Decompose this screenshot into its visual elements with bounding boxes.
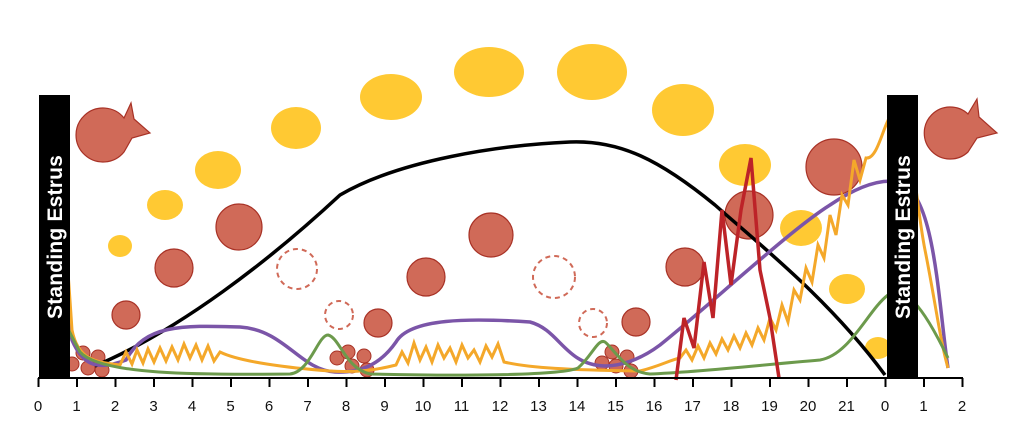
follicle bbox=[154, 248, 194, 288]
axis-tick-label: 13 bbox=[530, 398, 547, 415]
atretic-follicle-group bbox=[276, 248, 608, 338]
ovulating-follicle-right bbox=[923, 97, 999, 160]
atretic-follicle bbox=[532, 255, 576, 299]
day-axis: 0 1 2 3 4 5 6 7 8 9 10 11 12 13 14 15 16 17 18 19 20 21 0 1 2 bbox=[34, 377, 966, 415]
follicle bbox=[363, 308, 393, 338]
axis-tick-label: 21 bbox=[838, 398, 855, 415]
corpus-luteum bbox=[147, 190, 183, 220]
follicle bbox=[724, 190, 774, 240]
ovulating-follicle-left bbox=[75, 101, 152, 163]
follicle bbox=[215, 203, 263, 251]
corpus-luteum bbox=[454, 47, 524, 97]
axis-tick-label: 0 bbox=[34, 398, 42, 415]
corpus-luteum bbox=[195, 151, 241, 189]
follicle bbox=[665, 247, 705, 287]
axis-tick-label: 9 bbox=[380, 398, 388, 415]
axis-tick-labels: 0 1 2 3 4 5 6 7 8 9 10 11 12 13 14 15 16 17 18 19 20 21 0 1 2 bbox=[34, 398, 966, 415]
follicle bbox=[406, 257, 446, 297]
band-label: Standing Estrus bbox=[44, 155, 67, 319]
follicle bbox=[468, 212, 514, 258]
axis-tick-label: 11 bbox=[454, 398, 470, 415]
atretic-follicle bbox=[324, 300, 354, 330]
follicle-group bbox=[111, 138, 863, 338]
axis-tick-label: 3 bbox=[149, 398, 157, 415]
corpus-luteum bbox=[557, 44, 627, 100]
axis-tick-label: 16 bbox=[646, 398, 663, 415]
standing-estrus-band-left: Standing Estrus bbox=[39, 95, 70, 378]
axis-tick-label: 2 bbox=[111, 398, 119, 415]
progesterone-curve bbox=[94, 140, 887, 377]
axis-tick-label: 1 bbox=[72, 398, 80, 415]
corpus-luteum bbox=[271, 107, 321, 149]
axis-tick-label: 20 bbox=[800, 398, 817, 415]
band-fill bbox=[39, 95, 70, 378]
standing-estrus-band-right: Standing Estrus bbox=[887, 95, 918, 378]
axis-tick-label: 7 bbox=[303, 398, 311, 415]
axis-tick-label: 4 bbox=[188, 398, 196, 415]
axis-tick-label: 8 bbox=[342, 398, 350, 415]
axis-tick-label: 10 bbox=[415, 398, 432, 415]
axis-ticks bbox=[37, 378, 964, 387]
follicle bbox=[621, 307, 651, 337]
corpus-luteum bbox=[829, 274, 865, 304]
follicle bbox=[111, 300, 141, 330]
axis-tick-label: 12 bbox=[492, 398, 509, 415]
corpus-luteum-group bbox=[108, 44, 891, 359]
small-follicle bbox=[594, 355, 610, 371]
atretic-follicle bbox=[276, 248, 318, 290]
axis-tick-label: 5 bbox=[226, 398, 234, 415]
axis-tick-label: 14 bbox=[569, 398, 586, 415]
axis-tick-label: 17 bbox=[684, 398, 701, 415]
corpus-luteum bbox=[108, 235, 132, 257]
corpus-luteum bbox=[652, 84, 714, 136]
corpus-luteum bbox=[360, 74, 422, 120]
corpus-luteum bbox=[865, 337, 891, 359]
axis-tick-label: 18 bbox=[723, 398, 740, 415]
corpus-luteum bbox=[719, 144, 771, 186]
axis-tick-label: 1 bbox=[919, 398, 927, 415]
ovulation-group bbox=[75, 97, 999, 163]
small-follicle bbox=[356, 348, 372, 364]
atretic-follicle bbox=[578, 308, 608, 338]
lh-surge-curve bbox=[674, 157, 781, 381]
axis-tick-label: 6 bbox=[265, 398, 273, 415]
axis-tick-label: 0 bbox=[881, 398, 889, 415]
band-label: Standing Estrus bbox=[892, 155, 915, 319]
axis-tick-label: 2 bbox=[958, 398, 966, 415]
band-fill bbox=[887, 95, 918, 378]
axis-tick-label: 15 bbox=[607, 398, 624, 415]
green-hormone-curve bbox=[39, 290, 950, 377]
axis-tick-label: 19 bbox=[761, 398, 778, 415]
